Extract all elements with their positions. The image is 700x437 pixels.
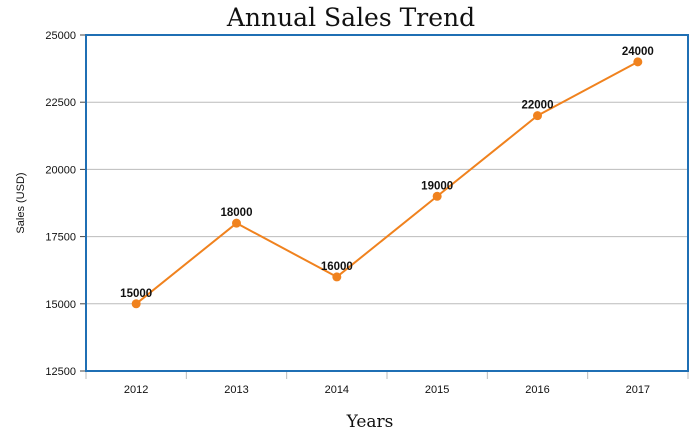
series-line [135, 60, 639, 305]
x-tick-label: 2015 [425, 384, 449, 396]
data-label: 22000 [522, 100, 554, 112]
data-label: 15000 [120, 288, 152, 300]
data-label: 18000 [221, 207, 253, 219]
data-point [332, 272, 342, 282]
data-point [533, 111, 542, 121]
y-tick-label: 17500 [45, 232, 76, 244]
y-tick-label: 20000 [45, 164, 76, 176]
x-axis-label: Years [346, 412, 394, 432]
data-point [232, 218, 241, 228]
data-label: 24000 [622, 46, 654, 58]
chart-title: Annual Sales Trend [226, 3, 475, 32]
y-tick-label: 25000 [45, 30, 76, 42]
y-axis-label: Sales (USD) [15, 172, 27, 233]
series-sales [131, 57, 643, 309]
x-tick-label: 2016 [525, 384, 549, 396]
data-labels: 15000 18000 16000 19000 22000 24000 [120, 46, 654, 300]
data-label: 16000 [321, 261, 353, 273]
x-tick-label: 2014 [325, 384, 349, 396]
y-tick-label: 15000 [45, 299, 76, 311]
x-tick-label: 2013 [224, 384, 248, 396]
plot-frame [85, 34, 689, 372]
y-tick-label: 22500 [45, 97, 76, 109]
data-point [633, 57, 643, 67]
y-tick-label: 12500 [45, 366, 76, 378]
x-tick-label: 2012 [124, 384, 148, 396]
axes: 12500 15000 17500 20000 22500 25000 2012 2013 20… [45, 30, 689, 396]
gridlines [86, 34, 688, 372]
data-point [131, 299, 141, 309]
data-label: 19000 [421, 180, 453, 192]
data-point [432, 191, 442, 201]
x-tick-label: 2017 [626, 384, 650, 396]
